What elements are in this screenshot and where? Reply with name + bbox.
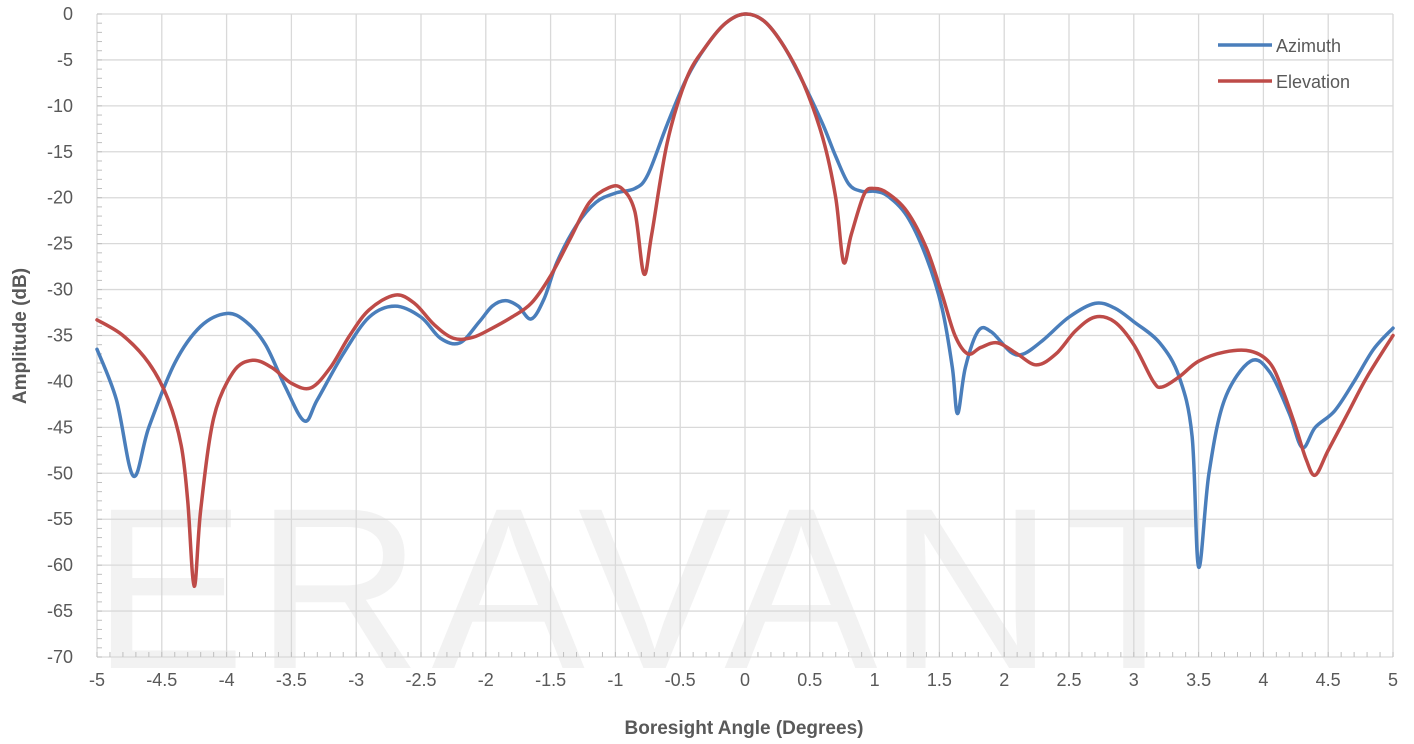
x-tick-label: -5 <box>89 670 105 690</box>
y-tick-label: -60 <box>47 555 73 575</box>
y-tick-label: -30 <box>47 280 73 300</box>
series-lines <box>95 12 1395 589</box>
grid <box>96 13 1394 658</box>
series-line-elevation <box>95 12 1395 589</box>
y-tick-label: 0 <box>63 4 73 24</box>
y-tick-label: -25 <box>47 234 73 254</box>
x-tick-label: -4 <box>219 670 235 690</box>
x-tick-label: 4.5 <box>1316 670 1341 690</box>
x-tick-label: -2.5 <box>405 670 436 690</box>
y-axis-title: Amplitude (dB) <box>10 268 31 404</box>
legend: Azimuth Elevation <box>1218 36 1350 92</box>
y-tick-label: -45 <box>47 417 73 437</box>
x-tick-label: 0 <box>740 670 750 690</box>
y-tick-label: -55 <box>47 509 73 529</box>
x-tick-label: 3 <box>1129 670 1139 690</box>
x-tick-label: -4.5 <box>146 670 177 690</box>
axis-ticks: -5 -4.5 -4 -3.5 -3 -2.5 -2 -1.5 -1 -0.5 0 0.5 1 1.5 2 2… <box>47 4 1398 690</box>
x-tick-label: 1.5 <box>927 670 952 690</box>
x-tick-label: 4 <box>1258 670 1268 690</box>
legend-label-elevation: Elevation <box>1276 72 1350 92</box>
x-tick-label: 2.5 <box>1056 670 1081 690</box>
x-tick-label: -1 <box>607 670 623 690</box>
y-tick-label: -70 <box>47 647 73 667</box>
y-tick-label: -35 <box>47 326 73 346</box>
y-tick-label: -20 <box>47 188 73 208</box>
x-tick-label: 3.5 <box>1186 670 1211 690</box>
y-tick-label: -5 <box>57 50 73 70</box>
y-tick-label: -65 <box>47 601 73 621</box>
x-tick-label: 0.5 <box>797 670 822 690</box>
y-tick-label: -40 <box>47 371 73 391</box>
x-tick-label: -2 <box>478 670 494 690</box>
x-tick-label: 2 <box>999 670 1009 690</box>
x-tick-label: -3 <box>348 670 364 690</box>
x-axis-title: Boresight Angle (Degrees) <box>625 718 864 739</box>
watermark-text: ERAVANT <box>92 460 1214 717</box>
x-tick-label: -3.5 <box>276 670 307 690</box>
x-tick-label: -1.5 <box>535 670 566 690</box>
legend-label-azimuth: Azimuth <box>1276 36 1341 56</box>
x-tick-label: 5 <box>1388 670 1398 690</box>
y-tick-label: -10 <box>47 96 73 116</box>
x-tick-label: -0.5 <box>665 670 696 690</box>
y-tick-label: -50 <box>47 463 73 483</box>
y-tick-label: -15 <box>47 142 73 162</box>
x-tick-label: 1 <box>870 670 880 690</box>
